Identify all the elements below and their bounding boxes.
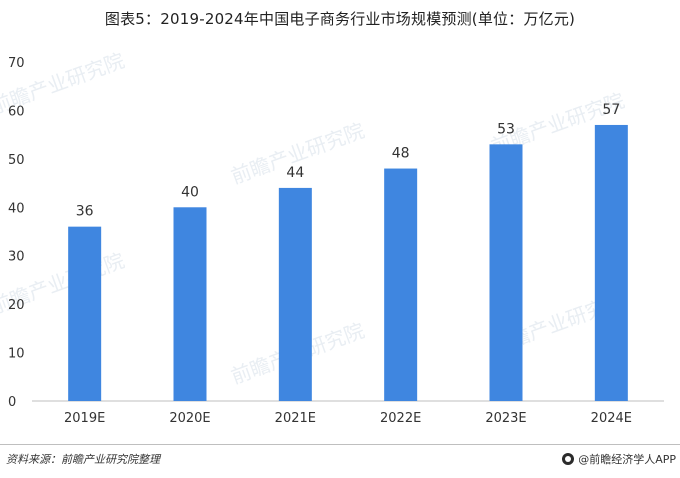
data-label-2022E: 48 xyxy=(392,146,410,162)
bar-2022E xyxy=(384,168,418,401)
y-tick-label-1: 10 xyxy=(8,347,25,362)
bar-2024E xyxy=(594,124,628,401)
y-tick-label-6: 60 xyxy=(8,104,25,119)
bar-chart: 前瞻产业研究院前瞻产业研究院前瞻产业研究院前瞻产业研究院前瞻产业研究院前瞻产业研… xyxy=(0,48,664,426)
bar-2021E xyxy=(278,187,312,401)
y-tick-label-7: 70 xyxy=(8,56,25,71)
bar-2023E xyxy=(489,144,523,402)
x-tick-label-2020E: 2020E xyxy=(169,411,210,426)
y-tick-label-3: 30 xyxy=(8,250,25,265)
y-tick-label-0: 0 xyxy=(8,395,16,410)
brand-label: @前瞻经济学人APP xyxy=(562,451,676,467)
brand-logo-icon xyxy=(562,453,575,465)
y-tick-label-4: 40 xyxy=(8,201,25,216)
x-tick-label-2023E: 2023E xyxy=(485,411,526,426)
x-tick-label-2022E: 2022E xyxy=(380,411,421,426)
y-tick-label-2: 20 xyxy=(8,298,25,313)
data-label-2020E: 40 xyxy=(181,184,199,200)
brand-text: @前瞻经济学人APP xyxy=(578,453,676,466)
chart-title: 图表5：2019-2024年中国电子商务行业市场规模预测(单位：万亿元) xyxy=(104,10,576,28)
data-label-2021E: 44 xyxy=(286,165,304,181)
x-tick-label-2019E: 2019E xyxy=(64,411,105,426)
data-label-2019E: 36 xyxy=(76,204,94,220)
x-tick-label-2024E: 2024E xyxy=(591,411,632,426)
bar-2019E xyxy=(68,226,102,401)
x-tick-label-2021E: 2021E xyxy=(275,411,316,426)
bar-2020E xyxy=(173,207,207,401)
footer: 资料来源：前瞻产业研究院整理 @前瞻经济学人APP xyxy=(0,444,680,478)
y-tick-label-5: 50 xyxy=(8,153,25,168)
data-label-2023E: 53 xyxy=(497,121,515,137)
source-note: 资料来源：前瞻产业研究院整理 xyxy=(6,453,160,466)
data-label-2024E: 57 xyxy=(602,102,620,118)
